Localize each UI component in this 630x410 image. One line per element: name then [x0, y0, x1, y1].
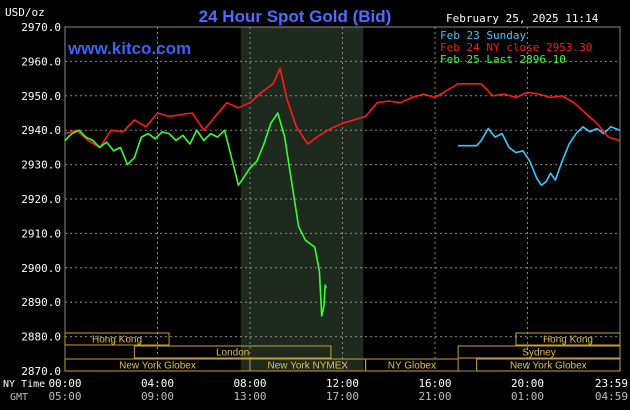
- legend-item-feb24: Feb 24 NY close 2953.30: [440, 41, 592, 54]
- session-bar: [133, 345, 332, 359]
- nymex-session-shading: [240, 27, 364, 371]
- x-row-label: GMT: [10, 392, 28, 403]
- y-unit-label: USD/oz: [5, 6, 45, 19]
- x-tick-label: 01:00: [511, 390, 544, 403]
- series-line-feb23: [458, 126, 621, 186]
- series-line-feb25: [64, 112, 328, 317]
- session-bar: [64, 332, 170, 346]
- x-tick-label: 00:00: [48, 377, 81, 390]
- y-tick-label: 2910.0: [21, 227, 61, 240]
- x-tick-label: 13:00: [233, 390, 266, 403]
- x-tick-label: 20:00: [511, 377, 544, 390]
- y-tick-label: 2960.0: [21, 55, 61, 68]
- session-label: New York Globex: [510, 361, 587, 372]
- session-label: New York NYMEX: [268, 361, 349, 372]
- watermark-url: www.kitco.com: [67, 39, 191, 58]
- chart-title: 24 Hour Spot Gold (Bid): [199, 7, 392, 26]
- session-bar: [476, 358, 621, 372]
- session-bar: [457, 345, 621, 359]
- x-tick-label: 09:00: [141, 390, 174, 403]
- x-tick-label: 17:00: [326, 390, 359, 403]
- session-label: New York Globex: [119, 361, 196, 372]
- timestamp: February 25, 2025 11:14: [446, 12, 599, 25]
- legend-item-feb23: Feb 23 Sunday: [440, 29, 526, 42]
- y-tick-label: 2890.0: [21, 296, 61, 309]
- y-tick-label: 2870.0: [21, 365, 61, 378]
- y-tick-label: 2970.0: [21, 21, 61, 34]
- x-tick-label: 12:00: [326, 377, 359, 390]
- session-label: NY Globex: [388, 361, 436, 372]
- x-row-label: NY Time: [3, 379, 45, 390]
- y-tick-label: 2880.0: [21, 331, 61, 344]
- x-tick-label: 04:00: [141, 377, 174, 390]
- x-tick-label: 05:00: [48, 390, 81, 403]
- session-label: Hong Kong: [92, 335, 142, 346]
- y-tick-label: 2930.0: [21, 159, 61, 172]
- y-tick-label: 2900.0: [21, 262, 61, 275]
- session-bar: [515, 332, 621, 346]
- legend: Feb 23 Sunday Feb 24 NY close 2953.30 Fe…: [440, 29, 592, 66]
- y-tick-label: 2920.0: [21, 193, 61, 206]
- legend-item-feb25: Feb 25 Last 2896.10: [440, 53, 566, 66]
- session-label: Hong Kong: [543, 335, 593, 346]
- x-tick-label: 16:00: [418, 377, 451, 390]
- session-bar: [365, 358, 459, 372]
- x-tick-label: 23:59: [595, 377, 628, 390]
- x-tick-label: 04:59: [595, 390, 628, 403]
- session-label: Sydney: [522, 348, 555, 359]
- session-label: London: [216, 348, 249, 359]
- x-tick-label: 21:00: [418, 390, 451, 403]
- x-tick-label: 08:00: [233, 377, 266, 390]
- y-tick-label: 2950.0: [21, 90, 61, 103]
- series-line-feb24: [64, 67, 621, 149]
- y-tick-label: 2940.0: [21, 124, 61, 137]
